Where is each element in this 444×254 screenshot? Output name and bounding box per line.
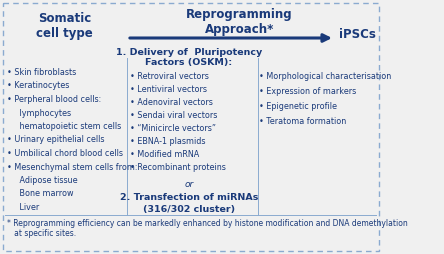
Text: * Reprogramming efficiency can be markedly enhanced by histone modification and : * Reprogramming efficiency can be marked…: [7, 219, 408, 239]
Text: Reprogramming
Approach*: Reprogramming Approach*: [186, 8, 293, 36]
Text: • Urinary epithelial cells: • Urinary epithelial cells: [7, 135, 104, 145]
Text: hematopoietic stem cells: hematopoietic stem cells: [7, 122, 121, 131]
Text: • Morphological characterisation: • Morphological characterisation: [259, 72, 392, 81]
Text: • Mesenchymal stem cells from:: • Mesenchymal stem cells from:: [7, 163, 137, 171]
Text: Adipose tissue: Adipose tissue: [7, 176, 78, 185]
Text: (316/302 cluster): (316/302 cluster): [143, 205, 235, 214]
Text: or: or: [184, 180, 194, 189]
Text: • Teratoma formation: • Teratoma formation: [259, 117, 346, 126]
Text: • Lentiviral vectors: • Lentiviral vectors: [131, 85, 207, 94]
Text: Somatic
cell type: Somatic cell type: [36, 12, 93, 40]
Text: iPSCs: iPSCs: [339, 28, 376, 41]
Text: lymphocytes: lymphocytes: [7, 108, 71, 118]
Text: • Epigenetic profile: • Epigenetic profile: [259, 102, 337, 111]
Text: 2. Transfection of miRNAs: 2. Transfection of miRNAs: [120, 193, 258, 202]
Text: • Adenoviral vectors: • Adenoviral vectors: [131, 98, 214, 107]
Text: • Sendai viral vectors: • Sendai viral vectors: [131, 111, 218, 120]
Text: • Modified mRNA: • Modified mRNA: [131, 150, 200, 159]
Text: Bone marrow: Bone marrow: [7, 189, 73, 198]
Text: • Recombinant proteins: • Recombinant proteins: [131, 163, 226, 172]
Text: • EBNA-1 plasmids: • EBNA-1 plasmids: [131, 137, 206, 146]
Text: • Skin fibroblasts: • Skin fibroblasts: [7, 68, 76, 77]
Text: • “Minicircle vectors”: • “Minicircle vectors”: [131, 124, 217, 133]
Text: • Retroviral vectors: • Retroviral vectors: [131, 72, 210, 81]
Text: 1. Delivery of  Pluripotency
Factors (OSKM):: 1. Delivery of Pluripotency Factors (OSK…: [116, 48, 262, 67]
Text: • Umbilical chord blood cells: • Umbilical chord blood cells: [7, 149, 123, 158]
Text: • Keratinocytes: • Keratinocytes: [7, 82, 69, 90]
Text: • Perpheral blood cells:: • Perpheral blood cells:: [7, 95, 101, 104]
Text: • Expression of markers: • Expression of markers: [259, 87, 357, 96]
Text: Liver: Liver: [7, 203, 39, 212]
